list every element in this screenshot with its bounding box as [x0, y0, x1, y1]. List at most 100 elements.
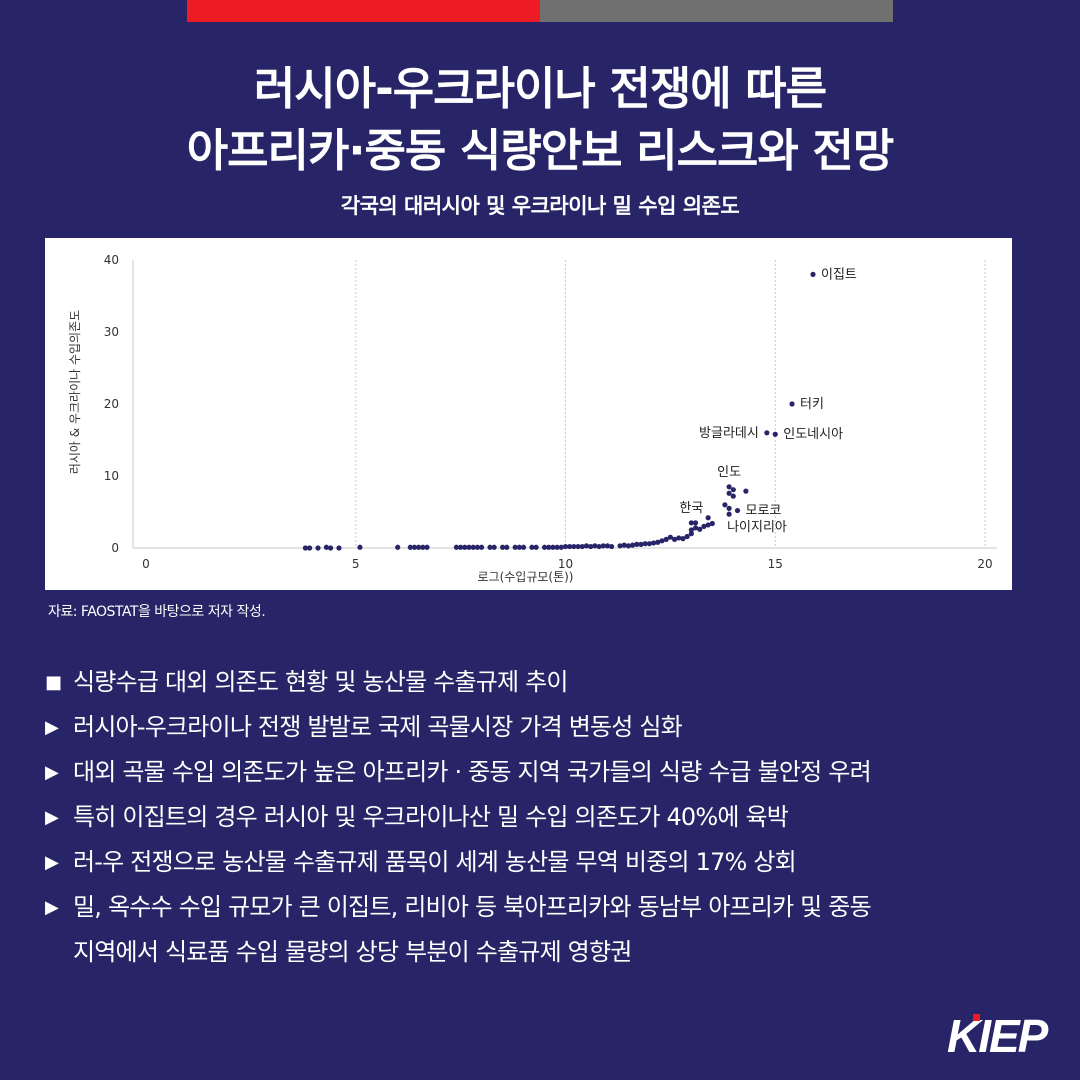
chart-subtitle: 각국의 대러시아 및 우크라이나 밀 수입 의존도 — [340, 194, 740, 218]
data-point — [516, 544, 522, 550]
data-point — [630, 542, 636, 548]
data-point — [533, 544, 539, 550]
data-point — [302, 545, 309, 551]
data-point — [529, 544, 535, 550]
data-point — [541, 544, 548, 550]
data-point — [667, 534, 673, 540]
data-point — [420, 544, 426, 550]
x-tick-label: 0 — [142, 557, 150, 571]
data-point — [323, 544, 329, 550]
point-label: 인도네시아 — [783, 427, 843, 442]
data-point — [726, 490, 732, 496]
bullet-item: ▶ 러시아-우크라이나 전쟁 발발로 국제 곡물시장 가격 변동성 심화 — [45, 705, 1045, 750]
data-point — [407, 544, 413, 550]
data-point — [764, 430, 770, 436]
data-point — [646, 541, 653, 547]
data-point — [315, 545, 321, 551]
data-point — [588, 543, 594, 550]
top-color-bar — [187, 0, 893, 22]
bullet-text: 특히 이집트의 경우 러시아 및 우크라이나산 밀 수입 의존도가 40%에 육… — [73, 803, 789, 831]
chart-grid — [355, 260, 986, 548]
y-axis-label: 러시아 & 우크라이나 수입의존도 — [68, 310, 82, 474]
point-label: 이집트 — [821, 267, 857, 282]
bullet-item: ▶ 대외 곡물 수입 의존도가 높은 아프리카 · 중동 지역 국가들의 식량 수… — [45, 750, 1045, 795]
data-point — [730, 487, 736, 493]
data-point — [583, 543, 590, 549]
data-point — [692, 520, 699, 526]
x-axis-label: 로그(수입규모(톤)) — [477, 570, 573, 584]
data-point — [688, 527, 694, 533]
data-point — [655, 539, 661, 545]
chart-ticks: 0 5 10 15 20 0 10 20 30 40 — [104, 253, 993, 571]
data-point — [671, 536, 678, 542]
data-point — [692, 525, 699, 531]
x-tick-label: 20 — [977, 557, 992, 571]
bullet-item: ▶ 러-우 전쟁으로 농산물 수출규제 품목이 세계 농산물 무역 비중의 17%… — [45, 840, 1045, 885]
triangle-bullet-icon: ▶ — [45, 807, 59, 828]
y-tick-label: 30 — [104, 325, 119, 339]
bullet-list: ■ 식량수급 대외 의존도 현황 및 농산물 수출규제 추이 ▶ 러시아-우크라이나… — [45, 660, 1045, 975]
data-point — [575, 543, 581, 550]
data-point — [554, 544, 560, 550]
data-point — [705, 522, 711, 528]
triangle-bullet-icon: ▶ — [45, 717, 59, 738]
data-point — [466, 544, 472, 550]
data-point — [642, 541, 648, 547]
data-point — [650, 540, 657, 546]
triangle-bullet-icon: ▶ — [45, 852, 59, 873]
triangle-bullet-icon: ▶ — [45, 897, 59, 918]
data-point — [558, 544, 564, 550]
data-point — [676, 535, 682, 541]
bullet-text: 밀, 옥수수 수입 규모가 큰 이집트, 리비아 등 북아프리카와 동남부 아프… — [73, 893, 872, 921]
data-point — [604, 543, 611, 549]
bullet-text: 러-우 전쟁으로 농산물 수출규제 품목이 세계 농산물 무역 비중의 17% … — [73, 848, 797, 876]
data-point — [416, 544, 422, 550]
data-point — [688, 531, 694, 537]
data-point — [567, 543, 573, 550]
data-point — [663, 536, 669, 542]
chart-points — [302, 271, 816, 551]
data-point — [789, 401, 795, 407]
point-label: 터키 — [800, 397, 824, 412]
data-point — [357, 544, 363, 550]
bullet-item: ▶ 밀, 옥수수 수입 규모가 큰 이집트, 리비아 등 북아프리카와 동남부 아… — [45, 885, 1045, 930]
bullet-text: 식량수급 대외 의존도 현황 및 농산물 수출규제 추이 — [73, 668, 568, 696]
data-point — [659, 538, 665, 544]
x-tick-label: 10 — [558, 557, 573, 571]
bullet-item: ▶ 특히 이집트의 경우 러시아 및 우크라이나산 밀 수입 의존도가 40%에 … — [45, 795, 1045, 840]
data-point — [709, 520, 715, 527]
data-point — [600, 543, 606, 549]
y-tick-label: 40 — [104, 253, 119, 267]
data-point — [680, 536, 686, 542]
point-label: 방글라데시 — [699, 426, 759, 441]
data-point — [726, 511, 732, 517]
triangle-bullet-icon: ▶ — [45, 762, 59, 783]
point-label: 한국 — [679, 501, 703, 516]
data-point — [705, 515, 711, 521]
data-point — [562, 543, 569, 550]
data-point — [634, 541, 640, 547]
data-point — [625, 543, 632, 549]
bullet-text: 대외 곡물 수입 의존도가 높은 아프리카 · 중동 지역 국가들의 식량 수급… — [73, 758, 872, 786]
data-point — [470, 544, 476, 550]
page-title: 러시아-우크라이나 전쟁에 따른 아프리카·중동 식량안보 리스크와 전망 — [0, 58, 1080, 182]
data-point — [722, 502, 728, 508]
data-point — [609, 543, 615, 550]
top-bar-red — [187, 0, 540, 22]
bullet-item-continuation: 지역에서 식료품 수입 물량의 상당 부분이 수출규제 영향권 — [45, 930, 1045, 975]
bullet-text: 러시아-우크라이나 전쟁 발발로 국제 곡물시장 가격 변동성 심화 — [73, 713, 683, 741]
data-point — [462, 544, 468, 550]
data-point — [327, 545, 334, 551]
top-bar-gray — [540, 0, 893, 22]
data-point — [307, 545, 313, 551]
data-point — [571, 543, 577, 550]
data-point — [734, 507, 741, 514]
data-point — [424, 544, 430, 550]
x-tick-label: 15 — [768, 557, 783, 571]
data-point — [621, 542, 627, 548]
data-point — [550, 544, 556, 550]
logo-accent — [973, 1014, 980, 1021]
data-point — [743, 488, 749, 494]
